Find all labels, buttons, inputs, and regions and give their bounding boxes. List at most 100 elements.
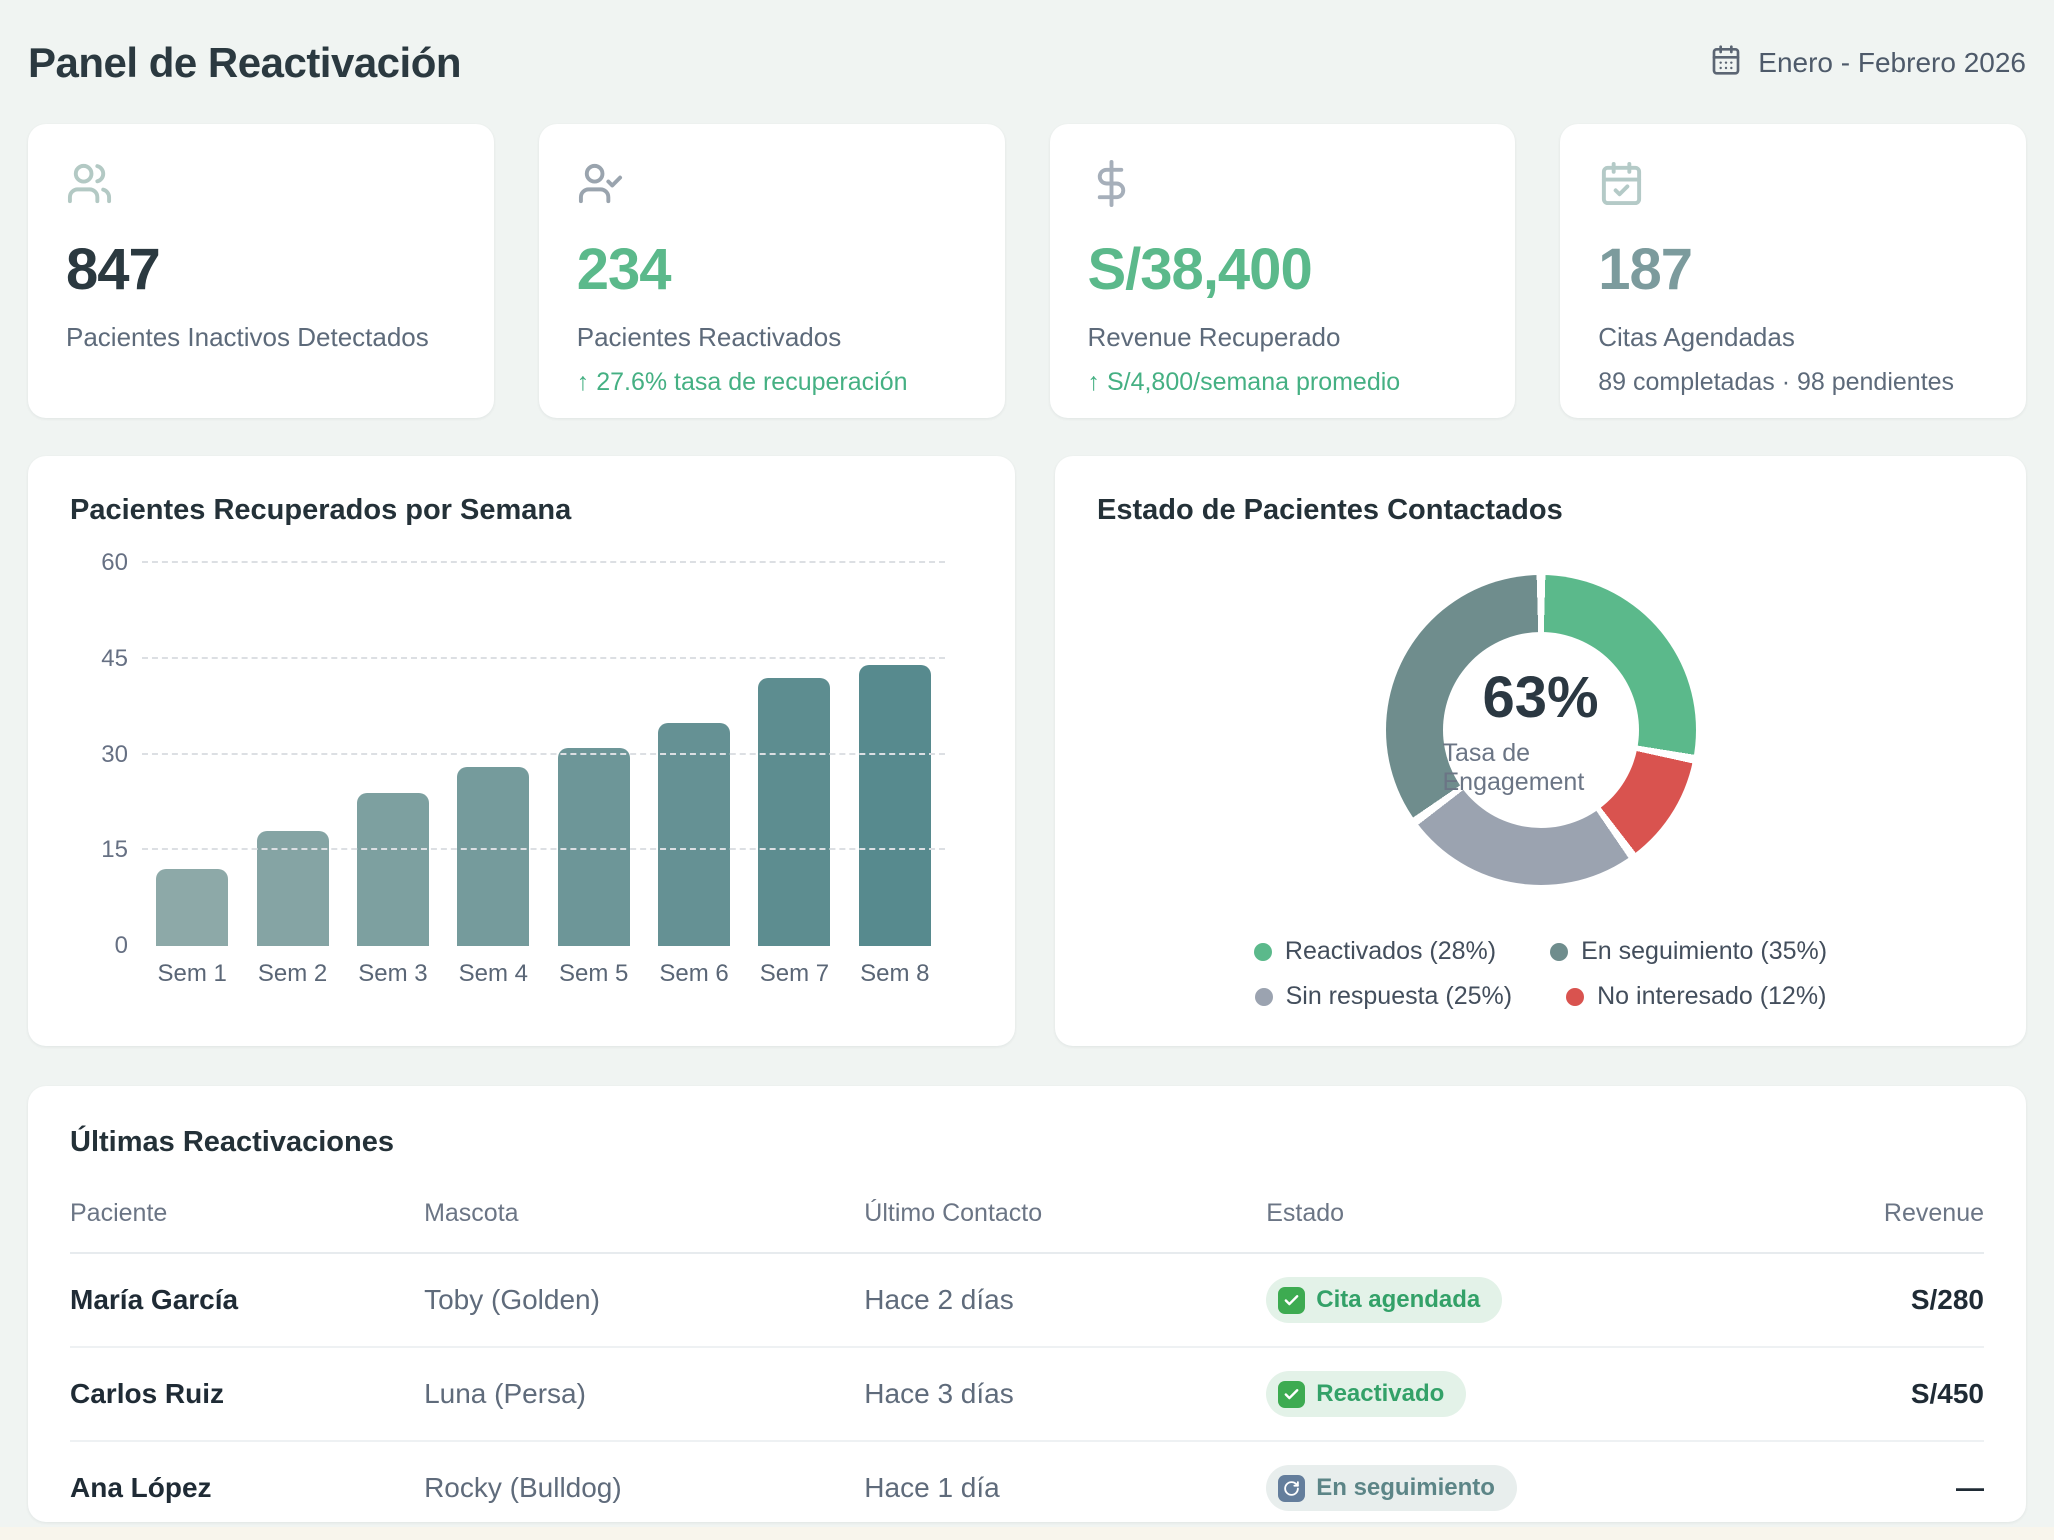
y-tick-30: 30	[101, 740, 128, 768]
donut-chart: 63% Tasa de Engagement Reactivados (28%)…	[1097, 527, 1984, 1011]
column-header-estado: Estado	[1266, 1173, 1717, 1254]
kpi-card-citas-agendadas: 187 Citas Agendadas 89 completadas · 98 …	[1560, 124, 2026, 418]
bar-slot	[142, 563, 242, 946]
reactivations-table-card: Últimas Reactivaciones Paciente Mascota …	[28, 1086, 2026, 1522]
bar-slot	[544, 563, 644, 946]
kpi-value: S/38,400	[1087, 237, 1313, 302]
bar-slot	[343, 563, 443, 946]
bar-sem-5	[557, 748, 630, 946]
bar-chart-card: Pacientes Recuperados por Semana 0 15 30 45…	[28, 456, 1015, 1046]
table-title: Últimas Reactivaciones	[70, 1126, 394, 1158]
kpi-value: 187	[1598, 237, 1693, 302]
legend-item: No interesado (12%)	[1566, 982, 1826, 1011]
user-check-icon	[577, 160, 967, 212]
status-badge-label: Cita agendada	[1316, 1286, 1481, 1313]
bar-slot	[845, 563, 945, 946]
x-tick-label: Sem 4	[458, 960, 528, 987]
legend-item: En seguimiento (35%)	[1550, 937, 1827, 966]
kpi-label: Pacientes Reactivados	[576, 322, 842, 352]
cell-ultimo-contacto: Hace 3 días	[864, 1347, 1267, 1442]
donut-chart-title: Estado de Pacientes Contactados	[1097, 494, 1563, 526]
bar-sem-2	[256, 831, 329, 946]
bar-sem-1	[156, 869, 229, 946]
x-tick-label: Sem 8	[860, 960, 930, 987]
bar-sem-7	[758, 677, 831, 946]
column-header-ultimo-contacto: Último Contacto	[864, 1173, 1267, 1254]
bar-chart-y-axis: 0 15 30 45 60	[70, 549, 142, 959]
calendar-check-icon	[1598, 160, 1988, 212]
cell-paciente: Carlos Ruiz	[70, 1347, 425, 1442]
cell-revenue: S/280	[1716, 1253, 1984, 1348]
cell-estado: En seguimiento	[1266, 1441, 1717, 1522]
cell-estado: Cita agendada	[1266, 1253, 1717, 1348]
y-tick-45: 45	[101, 644, 128, 672]
status-badge: Reactivado	[1266, 1371, 1467, 1417]
x-tick-label: Sem 6	[659, 960, 729, 987]
status-badge: Cita agendada	[1266, 1277, 1503, 1323]
cell-mascota: Rocky (Bulldog)	[424, 1441, 865, 1522]
bar-slot	[644, 563, 744, 946]
table-row[interactable]: María García Toby (Golden) Hace 2 días Cita…	[70, 1253, 1984, 1348]
bar-sem-4	[457, 767, 530, 946]
refresh-icon	[1278, 1474, 1306, 1502]
bar-sem-3	[356, 792, 429, 946]
cell-mascota: Luna (Persa)	[424, 1347, 865, 1442]
column-header-paciente: Paciente	[70, 1173, 425, 1254]
legend-item: Reactivados (28%)	[1253, 937, 1496, 966]
x-tick-label: Sem 3	[358, 960, 428, 987]
kpi-card-pacientes-reactivados: 234 Pacientes Reactivados ↑ 27.6% tasa d…	[538, 124, 1005, 418]
gridline-60	[142, 561, 945, 563]
bar-chart-title: Pacientes Recuperados por Semana	[70, 494, 572, 526]
date-range-picker[interactable]: Enero - Febrero 2026	[1710, 44, 2026, 83]
check-icon	[1278, 1286, 1306, 1314]
reactivations-table: Paciente Mascota Último Contacto Estado …	[70, 1173, 1984, 1522]
kpi-value: 234	[576, 237, 672, 302]
bar-slot	[744, 563, 844, 946]
cell-estado: Reactivado	[1266, 1347, 1717, 1442]
cell-ultimo-contacto: Hace 1 día	[864, 1441, 1267, 1522]
cell-revenue: S/450	[1716, 1347, 1984, 1442]
next-section-strip	[0, 1527, 2054, 1540]
x-tick-label: Sem 5	[559, 960, 629, 987]
users-icon	[66, 160, 456, 212]
status-badge-label: En seguimiento	[1316, 1474, 1495, 1501]
donut-center-value: 63%	[1482, 664, 1599, 730]
donut-center: 63% Tasa de Engagement	[1442, 632, 1639, 828]
kpi-label: Pacientes Inactivos Detectados	[66, 322, 429, 352]
status-badge: En seguimiento	[1266, 1465, 1517, 1511]
bar-sem-6	[658, 722, 731, 946]
gridline-15	[142, 848, 945, 851]
y-tick-0: 0	[114, 932, 128, 959]
bar-chart-plot	[142, 561, 945, 946]
legend-label: En seguimiento (35%)	[1581, 937, 1828, 965]
kpi-trend: ↑ 27.6% tasa de recuperación	[576, 367, 908, 396]
donut-chart-card: Estado de Pacientes Contactados 63% Tasa…	[1055, 456, 2026, 1046]
bar-slot	[443, 563, 543, 946]
legend-label: No interesado (12%)	[1597, 982, 1827, 1010]
cell-ultimo-contacto: Hace 2 días	[864, 1253, 1267, 1348]
kpi-detail: 89 completadas · 98 pendientes	[1598, 367, 1955, 396]
table-row[interactable]: Carlos Ruiz Luna (Persa) Hace 3 días Reacti…	[70, 1347, 1984, 1442]
cell-mascota: Toby (Golden)	[424, 1253, 865, 1348]
legend-item: Sin respuesta (25%)	[1254, 982, 1512, 1011]
legend-dot-icon	[1566, 987, 1585, 1006]
bar-chart: 0 15 30 45 60	[70, 549, 973, 959]
legend-dot-icon	[1550, 942, 1569, 961]
y-tick-60: 60	[101, 549, 128, 576]
donut-ring: 63% Tasa de Engagement	[1385, 575, 1696, 885]
check-icon	[1278, 1380, 1306, 1408]
table-row[interactable]: Ana López Rocky (Bulldog) Hace 1 día En seg…	[70, 1441, 1984, 1522]
calendar-icon	[1710, 44, 1742, 83]
charts-row: Pacientes Recuperados por Semana 0 15 30 45…	[28, 456, 2026, 1046]
kpi-value: 847	[66, 237, 161, 302]
kpi-card-pacientes-inactivos: 847 Pacientes Inactivos Detectados	[28, 124, 494, 418]
bar-sem-8	[858, 665, 931, 946]
kpi-trend: ↑ S/4,800/semana promedio	[1087, 367, 1401, 396]
cell-paciente: Ana López	[70, 1441, 425, 1522]
legend-dot-icon	[1253, 942, 1272, 961]
table-header-row: Paciente Mascota Último Contacto Estado …	[70, 1173, 1984, 1254]
y-tick-15: 15	[101, 836, 128, 864]
bar-chart-bars	[142, 563, 945, 946]
date-range-label: Enero - Febrero 2026	[1758, 47, 2026, 78]
